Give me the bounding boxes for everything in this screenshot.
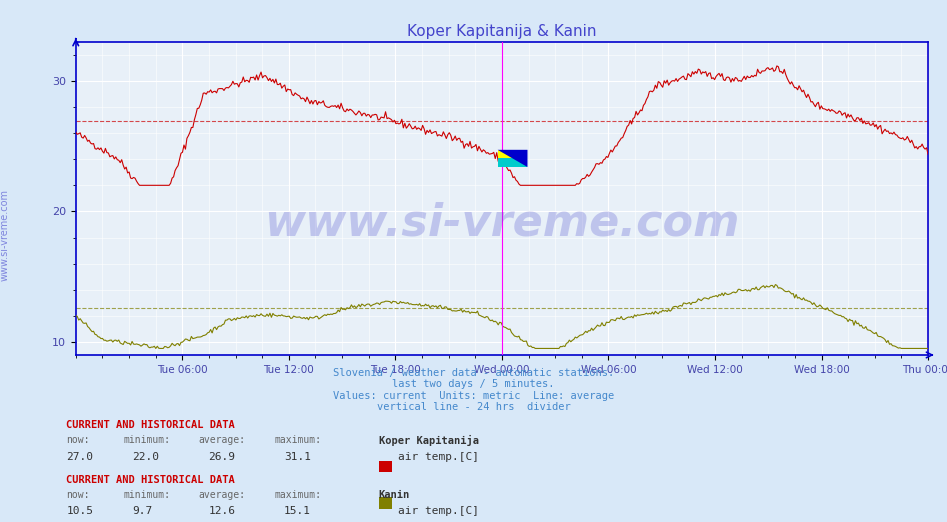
Text: CURRENT AND HISTORICAL DATA: CURRENT AND HISTORICAL DATA (66, 475, 235, 485)
Text: Koper Kapitanija: Koper Kapitanija (379, 435, 479, 446)
Text: maximum:: maximum: (275, 435, 322, 445)
Text: now:: now: (66, 490, 90, 500)
Text: 26.9: 26.9 (208, 452, 236, 461)
Text: air temp.[C]: air temp.[C] (398, 452, 479, 461)
Text: www.si-vreme.com: www.si-vreme.com (0, 189, 9, 281)
Text: 22.0: 22.0 (133, 452, 160, 461)
Text: 15.1: 15.1 (284, 506, 312, 516)
Text: Values: current  Units: metric  Line: average: Values: current Units: metric Line: aver… (333, 391, 614, 401)
Text: now:: now: (66, 435, 90, 445)
Text: air temp.[C]: air temp.[C] (398, 506, 479, 516)
Polygon shape (498, 150, 527, 167)
Text: Kanin: Kanin (379, 490, 410, 500)
Text: www.si-vreme.com: www.si-vreme.com (264, 202, 740, 245)
Text: last two days / 5 minutes.: last two days / 5 minutes. (392, 379, 555, 389)
Text: average:: average: (199, 435, 246, 445)
Text: vertical line - 24 hrs  divider: vertical line - 24 hrs divider (377, 402, 570, 412)
FancyBboxPatch shape (498, 150, 527, 167)
Text: 10.5: 10.5 (66, 506, 94, 516)
Text: 27.0: 27.0 (66, 452, 94, 461)
Text: maximum:: maximum: (275, 490, 322, 500)
Title: Koper Kapitanija & Kanin: Koper Kapitanija & Kanin (407, 24, 597, 39)
Text: 9.7: 9.7 (133, 506, 152, 516)
Text: average:: average: (199, 490, 246, 500)
Text: 31.1: 31.1 (284, 452, 312, 461)
Text: minimum:: minimum: (123, 435, 170, 445)
Text: Slovenia / weather data - automatic stations.: Slovenia / weather data - automatic stat… (333, 368, 614, 378)
FancyBboxPatch shape (498, 158, 527, 167)
Text: 12.6: 12.6 (208, 506, 236, 516)
Text: minimum:: minimum: (123, 490, 170, 500)
Text: CURRENT AND HISTORICAL DATA: CURRENT AND HISTORICAL DATA (66, 420, 235, 430)
